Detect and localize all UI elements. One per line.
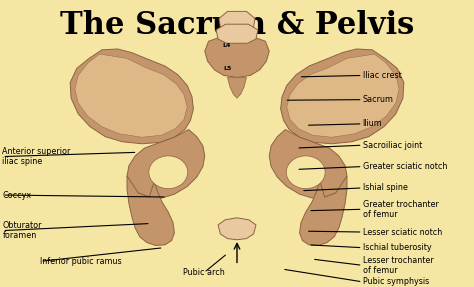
Text: Inferior pubic ramus: Inferior pubic ramus [40, 257, 122, 266]
Polygon shape [218, 218, 256, 240]
Ellipse shape [286, 156, 325, 189]
Polygon shape [205, 36, 269, 77]
Text: Lesser trochanter
of femur: Lesser trochanter of femur [363, 256, 433, 275]
Polygon shape [269, 129, 347, 198]
Text: Obturator
foramen: Obturator foramen [2, 221, 42, 240]
Polygon shape [127, 176, 174, 245]
Text: Anterior superior
iliac spine: Anterior superior iliac spine [2, 147, 71, 166]
Text: Greater trochanter
of femur: Greater trochanter of femur [363, 199, 438, 219]
Polygon shape [287, 54, 399, 137]
Text: Sacrum: Sacrum [363, 95, 393, 104]
Text: Ischial tuberosity: Ischial tuberosity [363, 243, 431, 252]
Text: Ishial spine: Ishial spine [363, 183, 408, 192]
Polygon shape [70, 49, 193, 144]
Text: The Sacrum & Pelvis: The Sacrum & Pelvis [60, 10, 414, 41]
Text: Iliac crest: Iliac crest [363, 71, 401, 80]
Polygon shape [300, 176, 347, 245]
Text: Pubic arch: Pubic arch [183, 268, 225, 277]
Text: Sacroiliac joint: Sacroiliac joint [363, 141, 422, 150]
Text: Coccyx: Coccyx [2, 191, 31, 199]
Text: L4: L4 [222, 43, 231, 48]
Polygon shape [75, 54, 187, 137]
Ellipse shape [149, 156, 188, 189]
Polygon shape [228, 77, 246, 98]
Polygon shape [127, 129, 205, 198]
Polygon shape [216, 24, 258, 43]
Text: L5: L5 [224, 66, 232, 71]
Text: Ilium: Ilium [363, 119, 383, 128]
Text: Pubic symphysis: Pubic symphysis [363, 277, 429, 286]
Text: Greater sciatic notch: Greater sciatic notch [363, 162, 447, 171]
Polygon shape [219, 11, 255, 32]
Polygon shape [281, 49, 404, 144]
Text: Lesser sciatic notch: Lesser sciatic notch [363, 228, 442, 236]
